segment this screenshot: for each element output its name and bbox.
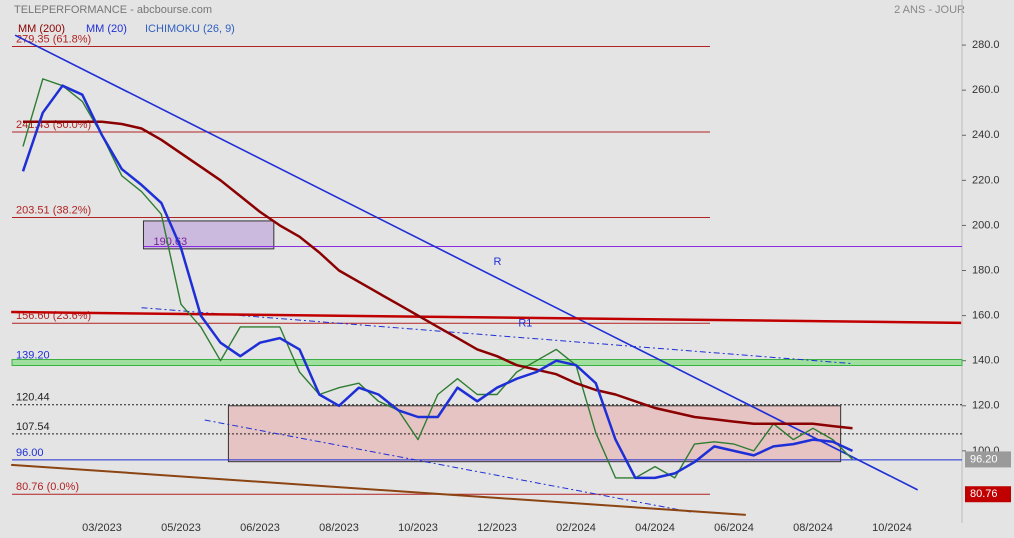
x-tick-label: 12/2023 (477, 522, 517, 534)
y-tick-label: 200.0 (972, 219, 1000, 231)
price-line (22, 78, 853, 479)
price-tag (965, 486, 1011, 503)
x-tick-label: 02/2024 (556, 522, 596, 534)
legend-entry: MM (20) (86, 23, 127, 35)
y-tick-label: 220.0 (972, 174, 1000, 186)
price-tag-label: 96.20 (970, 453, 998, 465)
x-tick-label: 08/2023 (319, 522, 359, 534)
x-tick-label: 05/2023 (161, 522, 201, 534)
trendline (11, 310, 962, 325)
x-tick-label: 10/2023 (398, 522, 438, 534)
ma-line (23, 120, 853, 430)
level-label: 279.35 (61.8%) (16, 33, 91, 45)
zone-label: 190.63 (153, 236, 187, 248)
legend-entry: MM (200) (18, 23, 65, 35)
level-label: 203.51 (38.2%) (16, 204, 91, 216)
price-tag (965, 451, 1011, 468)
trendline (11, 463, 746, 516)
trendline-label: R1 (518, 317, 532, 329)
y-tick-label: 280.0 (972, 39, 1000, 51)
trendline-label: R (493, 256, 501, 268)
y-tick-label: 160.0 (972, 310, 1000, 322)
trendline (204, 419, 691, 513)
chart-subtitle: 2 ANS - JOUR (894, 4, 965, 16)
price-tag-label: 80.76 (970, 488, 998, 500)
chart-title: TELEPERFORMANCE - abcbourse.com (14, 4, 212, 16)
y-tick-label: 180.0 (972, 264, 1000, 276)
x-tick-label: 10/2024 (872, 522, 912, 534)
x-tick-label: 06/2024 (714, 522, 754, 534)
level-label: 80.76 (0.0%) (16, 481, 79, 493)
level-label: 139.20 (16, 349, 50, 361)
level-label: 107.54 (16, 421, 50, 433)
indicator-label: ICHIMOKU (26, 9) (145, 23, 235, 35)
level-label: 96.00 (16, 447, 44, 459)
level-label: 120.44 (16, 392, 50, 404)
x-tick-label: 03/2023 (82, 522, 122, 534)
x-tick-label: 08/2024 (793, 522, 833, 534)
y-tick-label: 140.0 (972, 355, 1000, 367)
ma-line (21, 84, 854, 480)
level-band (11, 358, 963, 366)
x-tick-label: 06/2023 (240, 522, 280, 534)
y-tick-label: 260.0 (972, 84, 1000, 96)
y-tick-label: 120.0 (972, 400, 1000, 412)
y-tick-label: 240.0 (972, 129, 1000, 141)
x-tick-label: 04/2024 (635, 522, 675, 534)
trendline (14, 34, 919, 491)
